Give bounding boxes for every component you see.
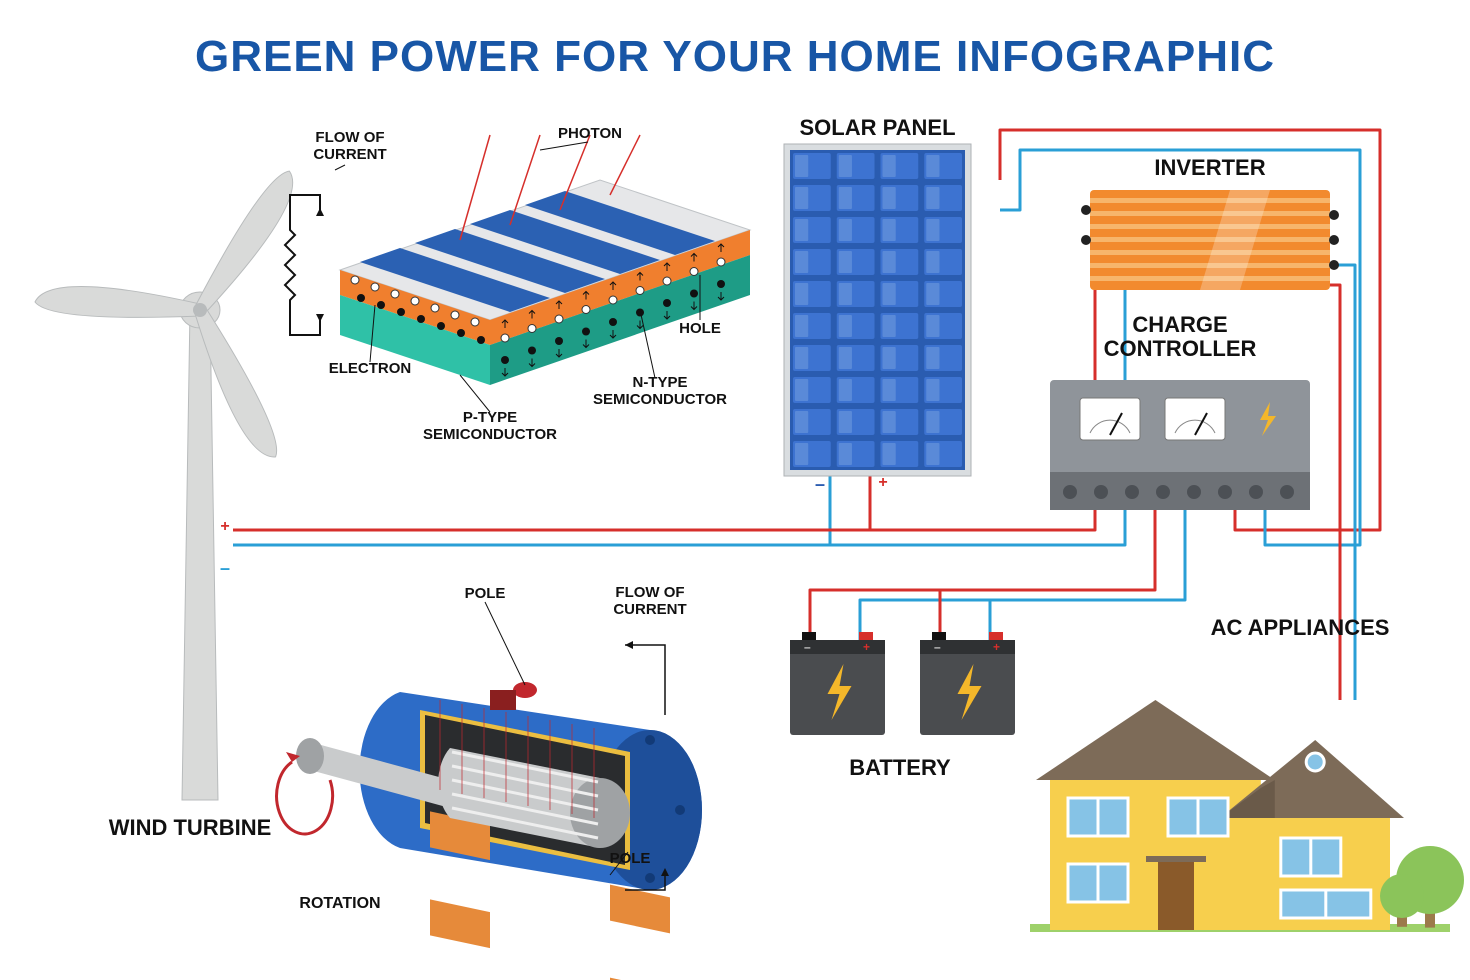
battery-label: BATTERY xyxy=(800,755,1000,781)
wind-turbine-label: WIND TURBINE xyxy=(80,815,300,841)
panel-minus-label: – xyxy=(810,474,830,495)
inverter-label: INVERTER xyxy=(1090,155,1330,181)
gen-flow-label: FLOW OF CURRENT xyxy=(590,585,710,618)
svg-text:+: + xyxy=(993,640,1000,654)
panel-plus-label: + xyxy=(873,474,893,492)
gen-pole-top-label: POLE xyxy=(445,585,525,602)
rotation-label: ROTATION xyxy=(270,895,410,913)
p-type-label: P-TYPE SEMICONDUCTOR xyxy=(400,410,580,443)
ac-appliances-label: AC APPLIANCES xyxy=(1190,615,1410,641)
charge-controller-label: CHARGE CONTROLLER xyxy=(1050,313,1310,361)
svg-text:–: – xyxy=(804,640,811,654)
electron-label: ELECTRON xyxy=(310,360,430,377)
hole-label: HOLE xyxy=(660,320,740,337)
cell-flow-label: FLOW OF CURRENT xyxy=(290,130,410,163)
infographic-stage: GREEN POWER FOR YOUR HOME INFOGRAPHIC –+… xyxy=(0,0,1470,980)
gen-pole-bottom-label: POLE xyxy=(590,850,670,867)
turbine-plus-label: + xyxy=(215,518,235,536)
svg-text:+: + xyxy=(863,640,870,654)
solar-panel-label: SOLAR PANEL xyxy=(790,115,965,141)
turbine-minus-label: – xyxy=(215,558,235,579)
n-type-label: N-TYPE SEMICONDUCTOR xyxy=(570,375,750,408)
photon-label: PHOTON xyxy=(540,125,640,142)
svg-text:–: – xyxy=(934,640,941,654)
